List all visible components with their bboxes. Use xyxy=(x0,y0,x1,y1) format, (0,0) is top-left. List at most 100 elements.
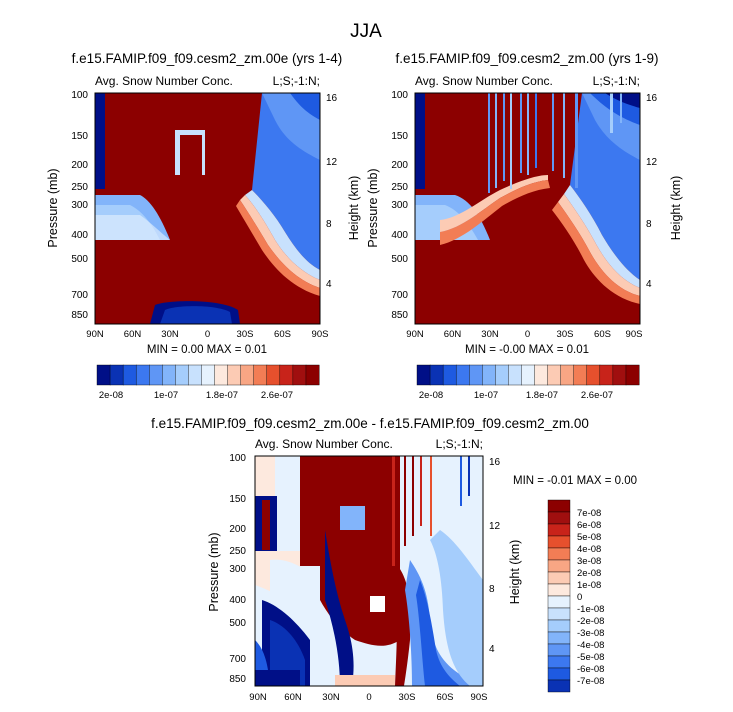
panel-c-cbar-label-5: 3e-08 xyxy=(577,556,601,567)
panel-c-title: f.e15.FAMIP.f09_f09.cesm2_zm.00e - f.e15… xyxy=(151,416,589,431)
panel-a-cbar-label-4: 2.6e-07 xyxy=(261,390,293,401)
cbarC-swatch xyxy=(547,511,571,525)
panel-b-colorbar-swatches xyxy=(416,364,640,386)
cbarA-swatch xyxy=(305,364,320,386)
panel-b-title: f.e15.FAMIP.f09_f09.cesm2_zm.00 (yrs 1-9… xyxy=(395,51,658,66)
panel-a-cbar-label-2: 1e-07 xyxy=(154,390,178,401)
panel-b-cbar-label-4: 2.6e-07 xyxy=(581,390,613,401)
cbarC-swatch xyxy=(547,571,571,585)
panel-c-streaks xyxy=(392,456,470,566)
cbarA-swatch xyxy=(227,364,242,386)
panel-a-xtick-90s: 90S xyxy=(312,329,329,340)
panel-c-xtick-30n: 30N xyxy=(322,692,340,703)
panel-c-ylabel-right: Height (km) xyxy=(508,540,522,605)
panel-a-rtick-4: 4 xyxy=(326,279,332,290)
panel-c-ytick-100: 100 xyxy=(229,453,246,464)
panel-c-colorbar-swatches xyxy=(547,499,571,693)
panel-c-left-label: Avg. Snow Number Conc. xyxy=(255,437,393,451)
panel-c-xtick-60n: 60N xyxy=(284,692,302,703)
panel-a-xticks: 90N 60N 30N 0 30S 60S 90S xyxy=(86,329,328,340)
panel-b-ylabel: Pressure (mb) xyxy=(366,168,380,247)
panel-b-xtick-60s: 60S xyxy=(594,329,611,340)
panel-a-xtick-30n: 30N xyxy=(161,329,179,340)
panel-a-ytick-250: 250 xyxy=(71,182,88,193)
panel-c-frame xyxy=(254,455,484,687)
panel-a-ytick-100: 100 xyxy=(71,90,88,101)
cbarA-swatch xyxy=(201,364,216,386)
panel-c-cbar-label-3: 5e-08 xyxy=(577,532,601,543)
panel-b-ytick-700: 700 xyxy=(391,290,408,301)
panel-b-xtick-30n: 30N xyxy=(481,329,499,340)
panel-b-xticks: 90N 60N 30N 0 30S 60S 90S xyxy=(406,329,642,340)
panel-c-yticks-right: 16 12 8 4 xyxy=(489,457,501,655)
panel-a-rtick-16: 16 xyxy=(326,93,338,104)
panel-b-xtick-30s: 30S xyxy=(557,329,574,340)
panel-c-cbar-label-4: 4e-08 xyxy=(577,544,601,555)
cbarB-swatch xyxy=(599,364,614,386)
cbarC-swatch xyxy=(547,499,571,513)
panel-b-colorbar: 2e-08 1e-07 1.8e-07 2.6e-07 xyxy=(416,364,640,401)
panel-c-cbar-label-12: -4e-08 xyxy=(577,640,604,651)
panel-c-xtick-90n: 90N xyxy=(249,692,267,703)
panel-c-xtick-0: 0 xyxy=(366,692,371,703)
panel-a-minmax: MIN = 0.00 MAX = 0.01 xyxy=(147,344,267,356)
panel-c-ytick-400: 400 xyxy=(229,595,246,606)
panel-a: f.e15.FAMIP.f09_f09.cesm2_zm.00e (yrs 1-… xyxy=(46,51,361,401)
panel-c-ytick-700: 700 xyxy=(229,654,246,665)
panel-b-right-label: L;S;-1:N; xyxy=(593,74,640,88)
panel-a-ytick-150: 150 xyxy=(71,131,88,142)
panel-c-cbar-label-8: 0 xyxy=(577,592,582,603)
panel-b-xtick-90s: 90S xyxy=(626,329,643,340)
panel-c-cbar-label-13: -5e-08 xyxy=(577,652,604,663)
panel-c-cbar-label-6: 2e-08 xyxy=(577,568,601,579)
panel-a-xtick-30s: 30S xyxy=(237,329,254,340)
cbarB-swatch xyxy=(573,364,588,386)
panel-c-ytick-150: 150 xyxy=(229,494,246,505)
panel-c-cbar-label-7: 1e-08 xyxy=(577,580,601,591)
panel-c-cbar-label-1: 7e-08 xyxy=(577,508,601,519)
panel-b-rtick-16: 16 xyxy=(646,93,658,104)
panel-c-cbar-label-15: -7e-08 xyxy=(577,676,604,687)
panel-b-yticks: 100 150 200 250 300 400 500 700 850 xyxy=(391,90,408,321)
panel-a-xtick-60n: 60N xyxy=(124,329,142,340)
panel-c-cbar-label-10: -2e-08 xyxy=(577,616,604,627)
panel-c-right-label: L;S;-1:N; xyxy=(436,437,483,451)
panel-a-ylabel: Pressure (mb) xyxy=(46,168,60,247)
panel-a-ytick-500: 500 xyxy=(71,254,88,265)
panel-b: f.e15.FAMIP.f09_f09.cesm2_zm.00 (yrs 1-9… xyxy=(366,51,683,401)
cbarC-swatch xyxy=(547,523,571,537)
panel-b-field xyxy=(415,93,640,324)
panel-a-cbar-label-1: 2e-08 xyxy=(99,390,123,401)
panel-b-yticks-right: 16 12 8 4 xyxy=(646,93,658,290)
cbarA-swatch xyxy=(292,364,307,386)
panel-a-xtick-0: 0 xyxy=(205,329,210,340)
cbarB-swatch xyxy=(482,364,496,386)
panel-c-xticks: 90N 60N 30N 0 30S 60S 90S xyxy=(249,692,487,703)
panel-a-title: f.e15.FAMIP.f09_f09.cesm2_zm.00e (yrs 1-… xyxy=(72,51,343,66)
cbarB-swatch xyxy=(586,364,601,386)
panel-a-frame xyxy=(94,92,321,325)
panel-c-cbar-label-2: 6e-08 xyxy=(577,520,601,531)
panel-b-cbar-label-2: 1e-07 xyxy=(474,390,498,401)
panel-b-xtick-0: 0 xyxy=(525,329,530,340)
panel-a-cbar-label-3: 1.8e-07 xyxy=(206,390,238,401)
panel-c-minmax: MIN = -0.01 MAX = 0.00 xyxy=(513,475,637,487)
cbarA-swatch xyxy=(188,364,202,386)
cbarB-swatch xyxy=(547,364,562,386)
panel-b-frame xyxy=(414,92,641,325)
cbarC-swatch xyxy=(547,643,571,657)
panel-b-ytick-250: 250 xyxy=(391,182,408,193)
cbarC-swatch xyxy=(547,595,571,609)
panel-c-cbar-label-9: -1e-08 xyxy=(577,604,604,615)
panel-c-field xyxy=(255,456,483,686)
panel-a-colorbar: 2e-08 1e-07 1.8e-07 2.6e-07 xyxy=(96,364,320,401)
cbarA-swatch xyxy=(96,364,111,386)
cbarA-swatch xyxy=(122,364,137,386)
panel-b-streaks xyxy=(488,93,622,193)
panel-a-xtick-90n: 90N xyxy=(86,329,104,340)
panel-b-ytick-200: 200 xyxy=(391,160,408,171)
cbarA-swatch xyxy=(149,364,163,386)
cbarB-swatch xyxy=(625,364,640,386)
